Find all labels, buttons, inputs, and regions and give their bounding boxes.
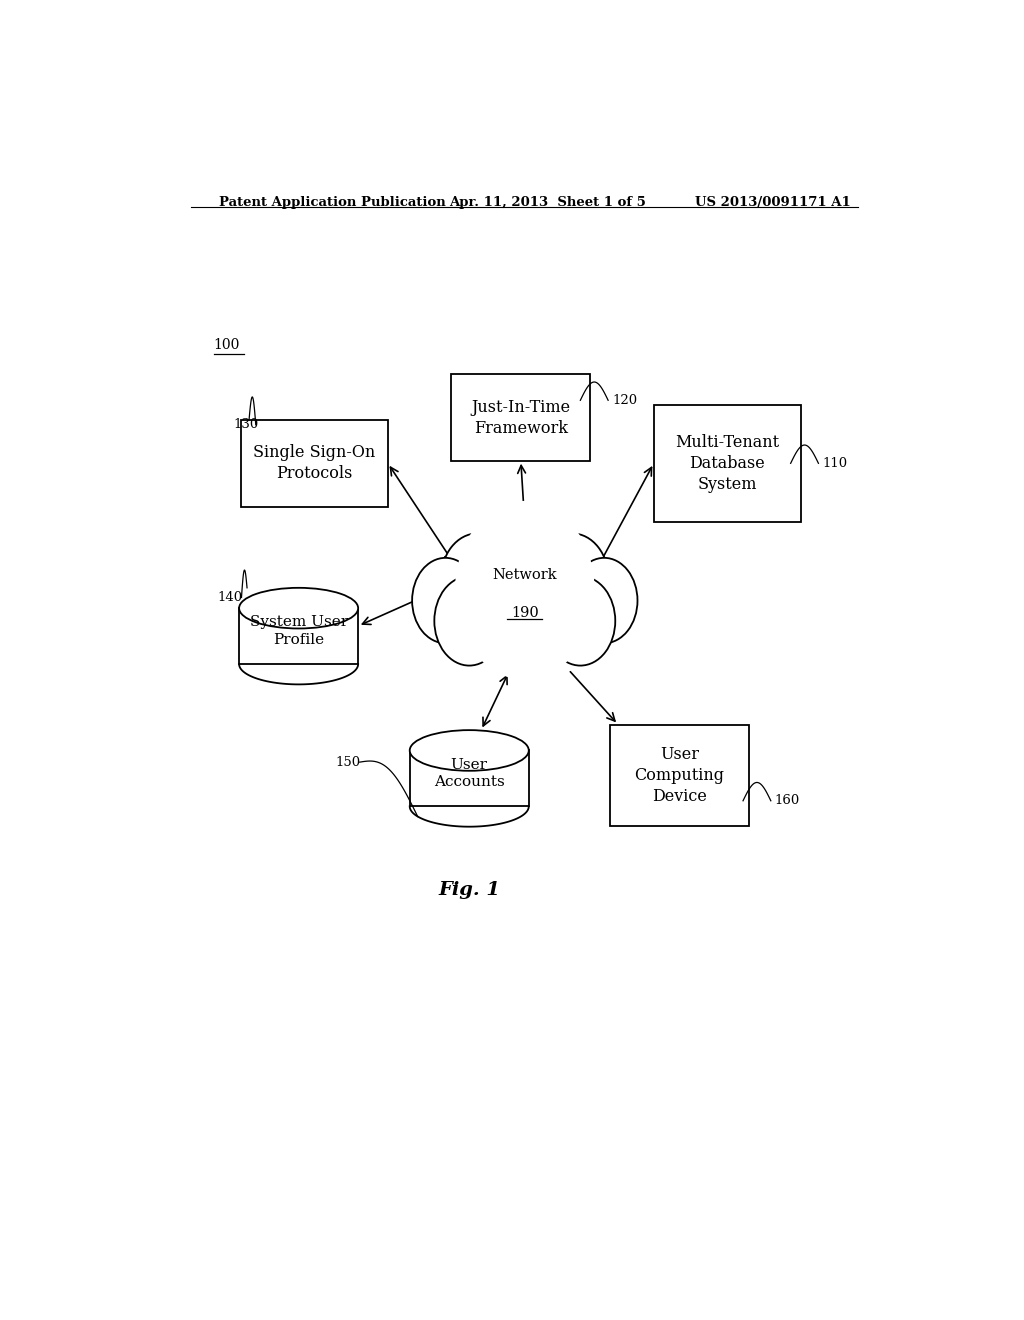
Circle shape [570, 558, 638, 643]
Bar [410, 751, 528, 807]
Text: 100: 100 [214, 338, 240, 351]
Text: Just-In-Time
Framework: Just-In-Time Framework [471, 399, 570, 437]
Circle shape [483, 507, 566, 612]
Text: 120: 120 [612, 393, 637, 407]
FancyBboxPatch shape [653, 405, 801, 521]
Text: User
Computing
Device: User Computing Device [635, 746, 725, 805]
Circle shape [546, 576, 615, 665]
Circle shape [485, 565, 564, 667]
Text: Fig. 1: Fig. 1 [438, 882, 501, 899]
FancyBboxPatch shape [241, 420, 388, 507]
Text: System User
Profile: System User Profile [250, 615, 348, 647]
Circle shape [440, 533, 514, 627]
Text: 150: 150 [336, 755, 361, 768]
Text: 130: 130 [233, 418, 259, 432]
Text: Single Sign-On
Protocols: Single Sign-On Protocols [253, 445, 376, 482]
Ellipse shape [240, 587, 358, 628]
Text: Network: Network [493, 568, 557, 582]
Circle shape [455, 500, 595, 680]
Ellipse shape [410, 730, 528, 771]
Bar [240, 609, 358, 664]
Text: 160: 160 [775, 795, 800, 808]
Text: Apr. 11, 2013  Sheet 1 of 5: Apr. 11, 2013 Sheet 1 of 5 [450, 195, 646, 209]
Text: 190: 190 [511, 606, 539, 619]
Circle shape [536, 533, 609, 627]
Text: 140: 140 [218, 591, 243, 605]
Text: US 2013/0091171 A1: US 2013/0091171 A1 [695, 195, 851, 209]
FancyBboxPatch shape [610, 725, 749, 826]
FancyBboxPatch shape [452, 375, 590, 461]
Text: Multi-Tenant
Database
System: Multi-Tenant Database System [675, 434, 779, 492]
Text: 110: 110 [822, 457, 848, 470]
Text: Patent Application Publication: Patent Application Publication [219, 195, 446, 209]
Circle shape [412, 558, 479, 643]
Text: User
Accounts: User Accounts [434, 758, 505, 789]
Circle shape [434, 576, 504, 665]
